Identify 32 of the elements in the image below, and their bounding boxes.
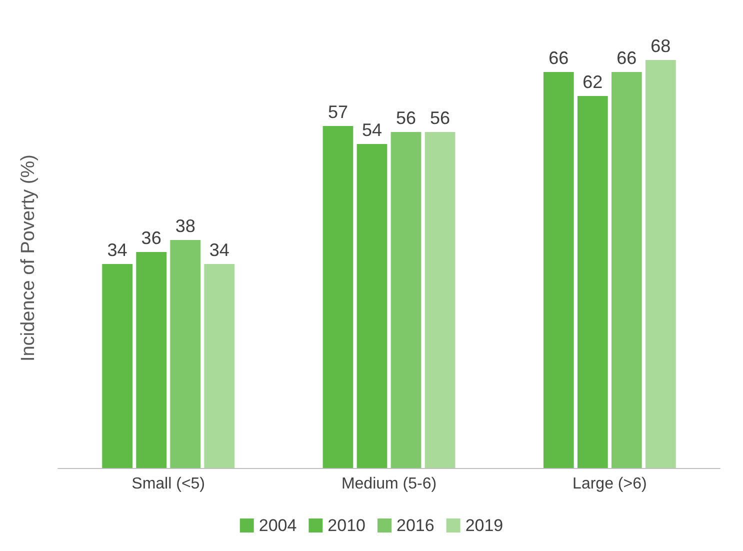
legend-label: 2019: [465, 516, 504, 535]
data-label: 66: [548, 48, 569, 68]
data-label: 36: [141, 228, 162, 248]
data-label: 34: [209, 240, 230, 260]
bar: [611, 72, 642, 468]
legend-label: 2016: [396, 516, 434, 535]
data-label: 56: [396, 108, 416, 128]
bar: [322, 126, 354, 468]
x-tick-label: Large (>6): [572, 476, 647, 492]
data-label: 56: [430, 108, 450, 128]
bar: [543, 72, 574, 468]
bar: [204, 264, 235, 468]
data-label: 34: [107, 240, 128, 260]
bar: [356, 144, 388, 468]
bar: [577, 96, 608, 468]
data-label: 62: [582, 72, 603, 92]
x-tick-label: Medium (5-6): [341, 476, 437, 492]
bar: [170, 240, 201, 468]
bar: [136, 252, 167, 468]
x-tick-label: Small (<5): [132, 476, 206, 492]
data-label: 66: [616, 48, 637, 68]
data-label: 68: [650, 36, 671, 56]
bar: [390, 132, 422, 468]
y-axis-title: Incidence of Poverty (%): [18, 154, 39, 362]
data-label: 57: [328, 102, 348, 122]
legend-label: 2004: [258, 516, 297, 535]
bar: [102, 264, 132, 468]
bar: [424, 132, 456, 468]
bar: [646, 60, 676, 468]
legend-label: 2010: [328, 516, 366, 535]
data-label: 38: [175, 216, 196, 236]
data-label: 54: [362, 120, 382, 140]
